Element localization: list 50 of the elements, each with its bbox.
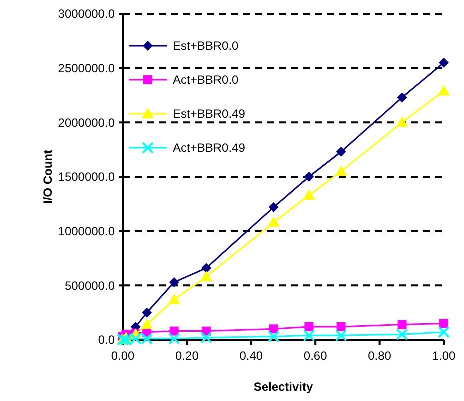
x-tick-label: 1.00 xyxy=(432,349,456,363)
legend-label: Act+BBR0.0 xyxy=(173,73,240,88)
y-tick-label: 3000000.0 xyxy=(58,7,116,22)
point xyxy=(200,270,212,282)
y-tick-label: 2500000.0 xyxy=(58,62,116,76)
legend-label: Est+BBR0.0 xyxy=(173,39,240,54)
point xyxy=(396,328,408,341)
x-tick-label: 0.20 xyxy=(176,349,200,363)
legend-label: Est+BBR0.49 xyxy=(173,107,246,122)
point xyxy=(141,332,154,345)
point xyxy=(335,166,348,176)
point xyxy=(303,189,316,200)
point xyxy=(168,332,180,345)
point xyxy=(268,202,279,212)
point xyxy=(168,294,180,304)
point xyxy=(130,332,142,345)
y-tick-label: 1000000.0 xyxy=(58,224,116,239)
y-tick-label: 500000.0 xyxy=(64,278,116,293)
point xyxy=(120,334,132,346)
point xyxy=(200,332,212,344)
point xyxy=(438,326,450,338)
point xyxy=(398,320,407,330)
point xyxy=(142,308,152,318)
y-tick-label: 1500000.0 xyxy=(58,170,116,184)
point xyxy=(439,58,449,68)
point xyxy=(335,330,348,342)
point xyxy=(169,277,180,288)
point xyxy=(438,85,450,96)
x-axis-title: Selectivity xyxy=(254,380,314,394)
y-tick-label: 0.0 xyxy=(98,333,116,348)
point xyxy=(336,147,346,158)
point xyxy=(269,324,278,334)
x-tick-label: 0.80 xyxy=(368,349,392,363)
y-axis-title: I/O Count xyxy=(41,150,55,204)
point xyxy=(303,330,316,342)
x-tick-label: 0.60 xyxy=(304,349,328,363)
point xyxy=(336,322,346,332)
point xyxy=(268,330,280,343)
point xyxy=(396,116,408,128)
point xyxy=(304,322,314,332)
point xyxy=(440,319,448,328)
point xyxy=(201,263,212,274)
legend-label: Act+BBR0.49 xyxy=(173,141,246,156)
point xyxy=(268,216,280,228)
x-tick-label: 0.00 xyxy=(111,349,135,363)
y-tick-label: 2000000.0 xyxy=(58,116,116,130)
x-tick-label: 0.40 xyxy=(240,349,264,363)
point xyxy=(141,318,154,330)
point xyxy=(304,172,314,182)
point xyxy=(397,92,408,103)
